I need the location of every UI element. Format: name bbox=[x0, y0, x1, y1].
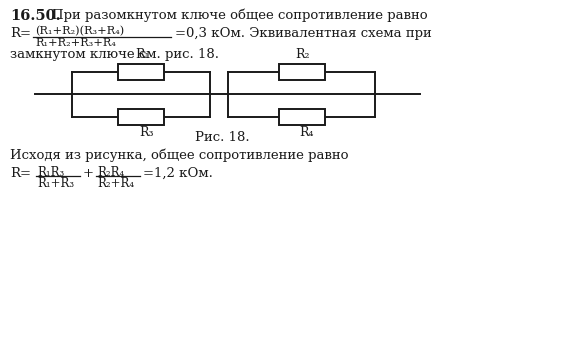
Text: R₁+R₃: R₁+R₃ bbox=[37, 177, 74, 190]
Text: R₄: R₄ bbox=[299, 126, 314, 139]
Text: Рис. 18.: Рис. 18. bbox=[195, 131, 249, 144]
Text: =1,2 кОм.: =1,2 кОм. bbox=[143, 167, 213, 180]
Text: При разомкнутом ключе общее сопротивление равно: При разомкнутом ключе общее сопротивлени… bbox=[52, 9, 428, 23]
Text: R₁R₃: R₁R₃ bbox=[37, 166, 64, 179]
Bar bbox=[118, 109, 164, 125]
Text: R₃: R₃ bbox=[139, 126, 154, 139]
Bar bbox=[118, 64, 164, 80]
Text: R₁+R₂+R₃+R₄: R₁+R₂+R₃+R₄ bbox=[35, 38, 116, 48]
Text: R₁: R₁ bbox=[135, 48, 150, 61]
Text: R₂R₄: R₂R₄ bbox=[97, 166, 124, 179]
Text: R=: R= bbox=[10, 167, 31, 180]
Text: замкнутом ключе см. рис. 18.: замкнутом ключе см. рис. 18. bbox=[10, 48, 219, 61]
Text: Исходя из рисунка, общее сопротивление равно: Исходя из рисунка, общее сопротивление р… bbox=[10, 149, 349, 163]
Text: R₂: R₂ bbox=[295, 48, 310, 61]
Bar bbox=[278, 64, 324, 80]
Text: 16.50.: 16.50. bbox=[10, 9, 61, 23]
Text: (R₁+R₂)(R₃+R₄): (R₁+R₂)(R₃+R₄) bbox=[35, 26, 124, 36]
Bar bbox=[278, 109, 324, 125]
Text: R=: R= bbox=[10, 27, 31, 40]
Text: +: + bbox=[83, 167, 94, 180]
Text: =0,3 кОм. Эквивалентная схема при: =0,3 кОм. Эквивалентная схема при bbox=[175, 27, 431, 40]
Text: R₂+R₄: R₂+R₄ bbox=[97, 177, 134, 190]
